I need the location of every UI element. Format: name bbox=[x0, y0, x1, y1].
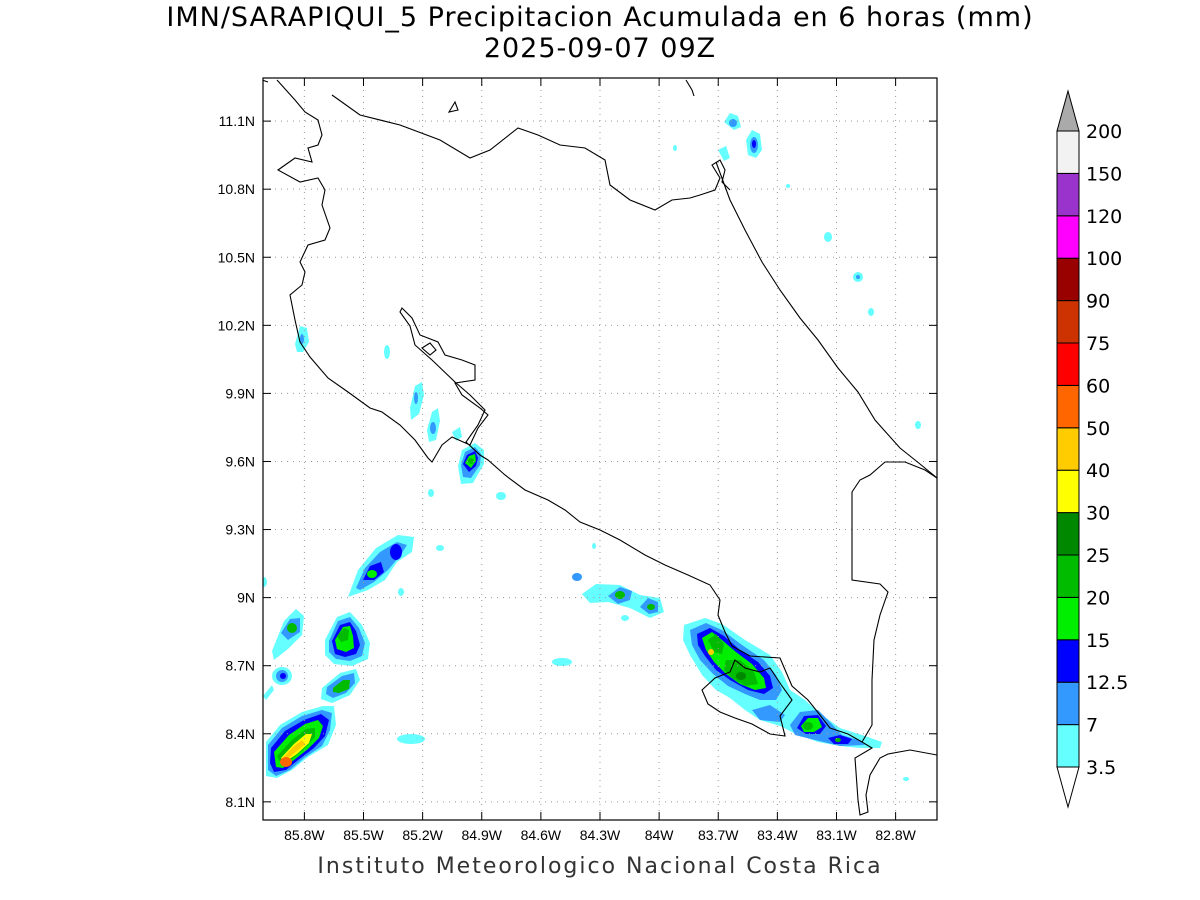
color-legend: 3.5 7 12.5 15 20 25 30 40 50 60 75 90 100 120 150 200 bbox=[1056, 89, 1128, 809]
legend-level-label: 90 bbox=[1086, 291, 1110, 313]
lat-tick-label: 9.9N bbox=[225, 385, 255, 401]
lat-tick-label: 8.1N bbox=[225, 794, 255, 810]
lon-tick-label: 83.1W bbox=[816, 827, 857, 843]
legend-level-label: 40 bbox=[1086, 460, 1110, 482]
legend-color-box bbox=[1056, 384, 1080, 429]
pacific-coastline bbox=[276, 79, 937, 816]
legend-over-triangle bbox=[1056, 89, 1080, 132]
lon-tick-label: 85.5W bbox=[343, 827, 384, 843]
chira-island bbox=[421, 342, 437, 356]
legend-level-label: 3.5 bbox=[1086, 757, 1116, 779]
coastline-borders bbox=[263, 79, 937, 816]
legend-level-label: 50 bbox=[1086, 418, 1110, 440]
legend-color-box bbox=[1056, 215, 1080, 259]
lat-tick-label: 10.5N bbox=[218, 249, 255, 265]
legend-level-label: 7 bbox=[1086, 715, 1098, 737]
lon-tick-label: 84.9W bbox=[462, 827, 503, 843]
rain-cell bbox=[266, 706, 336, 778]
lat-tick-label: 9N bbox=[237, 590, 255, 606]
legend-level-label: 75 bbox=[1086, 333, 1110, 355]
lon-tick-label: 85.8W bbox=[284, 827, 325, 843]
legend-color-box bbox=[1056, 469, 1080, 514]
legend-level-label: 20 bbox=[1086, 587, 1110, 609]
axis-ticks bbox=[263, 78, 937, 820]
nicaragua-border bbox=[331, 94, 731, 211]
rain-cell bbox=[321, 669, 360, 703]
legend-color-box bbox=[1056, 300, 1080, 344]
legend-level-label: 25 bbox=[1086, 545, 1110, 567]
legend-level-label: 100 bbox=[1086, 248, 1122, 270]
rain-cell bbox=[683, 618, 909, 781]
legend-level-label: 15 bbox=[1086, 630, 1110, 652]
legend-color-box bbox=[1056, 512, 1080, 556]
lon-tick-label: 84W bbox=[645, 827, 675, 843]
lat-tick-label: 11.1N bbox=[219, 113, 255, 129]
osa-peninsula bbox=[701, 659, 793, 737]
lon-tick-label: 83.4W bbox=[757, 827, 798, 843]
lat-tick-label: 8.4N bbox=[225, 726, 255, 742]
map-grid bbox=[263, 78, 937, 820]
panama-border bbox=[851, 461, 937, 743]
lon-tick-label: 84.3W bbox=[580, 827, 621, 843]
legend-color-box bbox=[1056, 342, 1080, 386]
legend-level-label: 30 bbox=[1086, 503, 1110, 525]
legend-level-label: 200 bbox=[1086, 121, 1122, 143]
legend-color-box bbox=[1056, 681, 1080, 726]
legend-color-box bbox=[1056, 724, 1080, 768]
axis-labels: 85.8W 85.5W 85.2W 84.9W 84.6W 84.3W 84W 83.7W 83… bbox=[218, 113, 917, 843]
legend-level-label: 60 bbox=[1086, 375, 1110, 397]
lat-tick-label: 10.2N bbox=[218, 317, 255, 333]
lon-tick-label: 83.7W bbox=[698, 827, 739, 843]
lat-tick-label: 10.8N bbox=[218, 181, 255, 197]
rain-cell bbox=[295, 326, 506, 500]
legend-color-box bbox=[1056, 130, 1080, 174]
legend-under-triangle bbox=[1056, 766, 1080, 809]
lat-tick-label: 8.7N bbox=[225, 658, 255, 674]
legend-level-label: 12.5 bbox=[1086, 672, 1128, 694]
rain-cell bbox=[325, 612, 370, 666]
lon-tick-label: 85.2W bbox=[402, 827, 443, 843]
nicaragua-caribbean-coast bbox=[685, 79, 695, 97]
lon-tick-label: 84.6W bbox=[521, 827, 562, 843]
legend-color-box bbox=[1056, 172, 1080, 217]
lat-tick-label: 9.6N bbox=[225, 453, 255, 469]
credit-text: Instituto Meteorologico Nacional Costa R… bbox=[317, 854, 883, 879]
rain-cell bbox=[673, 113, 921, 429]
legend-color-box bbox=[1056, 427, 1080, 471]
precipitation-field bbox=[263, 113, 921, 781]
rain-cell bbox=[263, 577, 304, 700]
rain-cell bbox=[348, 535, 444, 597]
map-subtitle-datetime: 2025-09-07 09Z bbox=[483, 33, 717, 64]
nicaragua-lake-inlet bbox=[263, 79, 269, 83]
legend-color-box bbox=[1056, 554, 1080, 598]
legend-color-box bbox=[1056, 639, 1080, 683]
lon-tick-label: 82.8W bbox=[875, 827, 916, 843]
legend-color-box bbox=[1056, 257, 1080, 302]
caribbean-coastline bbox=[715, 161, 937, 479]
legend-level-label: 150 bbox=[1086, 163, 1122, 185]
lake-outline bbox=[447, 100, 459, 113]
legend-color-box bbox=[1056, 596, 1080, 641]
legend-level-label: 120 bbox=[1086, 206, 1122, 228]
map-title: IMN/SARAPIQUI_5 Precipitacion Acumulada … bbox=[166, 2, 1034, 33]
rain-cell bbox=[397, 543, 664, 744]
lat-tick-label: 9.3N bbox=[225, 522, 255, 538]
